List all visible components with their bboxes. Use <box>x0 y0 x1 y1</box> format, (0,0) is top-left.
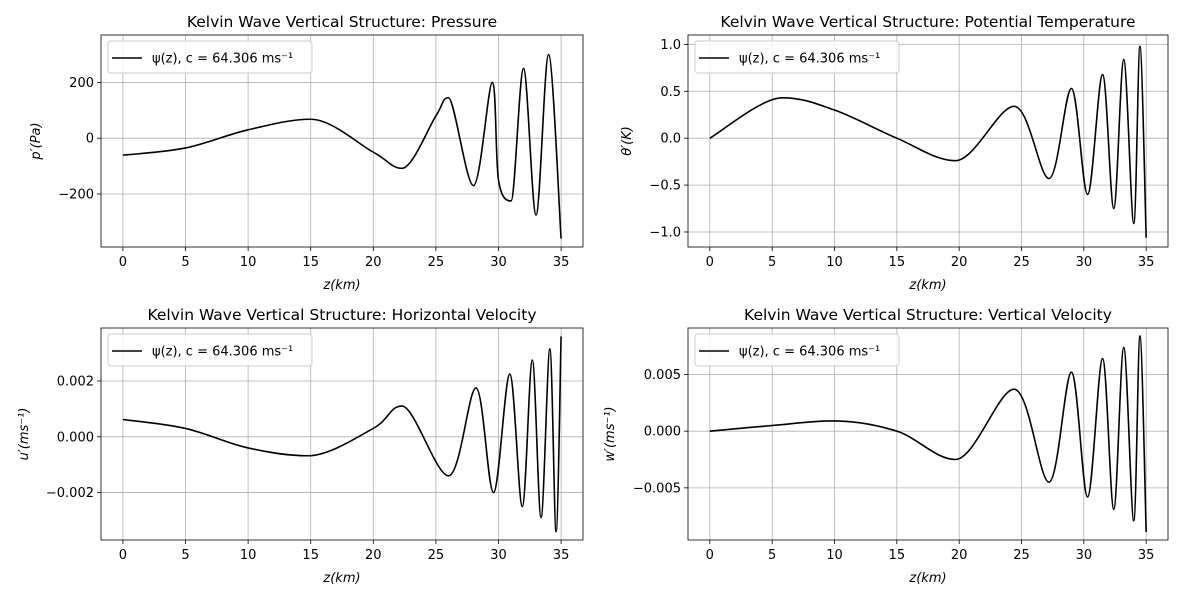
x-tick-label: 5 <box>181 255 189 270</box>
x-tick-label: 25 <box>428 255 445 270</box>
y-tick-label: 1.0 <box>660 38 681 53</box>
x-tick-label: 0 <box>706 255 714 270</box>
legend-entry-label: ψ(z), c = 64.306 ms⁻¹ <box>152 52 293 67</box>
legend: ψ(z), c = 64.306 ms⁻¹ <box>107 40 313 74</box>
subplot-3: 0 5 10 15 20 25 30 35 −0.005 0.000 0.005 Kelvin Wav… <box>603 306 1169 586</box>
series-line-p <box>122 53 562 239</box>
x-axis-label: z(km) <box>322 571 360 586</box>
subplot-2: 0 5 10 15 20 25 30 35 −0.002 0.000 0.002 Kelvin Wav… <box>17 306 584 586</box>
x-tick-label: 10 <box>826 548 843 563</box>
legend-entry-label: ψ(z), c = 64.306 ms⁻¹ <box>152 345 293 360</box>
y-tick-label: 0.0 <box>660 132 681 147</box>
x-tick-label: 15 <box>889 255 906 270</box>
x-tick-label: 0 <box>119 548 127 563</box>
x-tick-label: 10 <box>240 255 257 270</box>
x-tick-label: 20 <box>365 255 382 270</box>
x-tick-label: 5 <box>768 255 776 270</box>
legend: ψ(z), c = 64.306 ms⁻¹ <box>694 40 900 74</box>
x-tick-label: 25 <box>1013 548 1030 563</box>
x-tick-label: 35 <box>553 255 570 270</box>
x-tick-label: 20 <box>365 548 382 563</box>
x-tick-label: 0 <box>119 255 127 270</box>
x-axis-label: z(km) <box>908 571 946 586</box>
y-tick-label: 0.000 <box>57 430 94 445</box>
legend: ψ(z), c = 64.306 ms⁻¹ <box>694 333 900 367</box>
x-tick-label: 15 <box>302 548 319 563</box>
legend-box <box>694 333 900 367</box>
y-tick-label: 0.002 <box>57 375 94 390</box>
x-tick-label: 0 <box>706 548 714 563</box>
y-tick-label: 0.000 <box>644 425 681 440</box>
x-axis-label: z(km) <box>322 278 360 293</box>
y-tick-label: −0.002 <box>46 486 94 501</box>
plot-frame <box>100 327 584 541</box>
x-tick-label: 20 <box>951 548 968 563</box>
legend-box <box>107 40 313 74</box>
chart-title: Kelvin Wave Vertical Structure: Vertical… <box>744 306 1112 324</box>
x-tick-label: 30 <box>1076 255 1093 270</box>
x-tick-label: 15 <box>889 548 906 563</box>
x-tick-label: 35 <box>1138 548 1155 563</box>
plot-frame <box>100 34 584 248</box>
y-tick-label: −1.0 <box>649 225 681 240</box>
x-axis-label: z(km) <box>908 278 946 293</box>
legend-box <box>107 333 313 367</box>
y-tick-label: 0.005 <box>644 368 681 383</box>
y-tick-label: 0.5 <box>660 85 681 100</box>
x-tick-label: 25 <box>428 548 445 563</box>
x-tick-label: 10 <box>240 548 257 563</box>
series-line-theta <box>709 45 1147 238</box>
x-tick-label: 25 <box>1013 255 1030 270</box>
x-tick-label: 5 <box>181 548 189 563</box>
plot-frame <box>687 327 1169 541</box>
x-tick-label: 35 <box>1138 255 1155 270</box>
y-tick-label: −0.5 <box>649 179 681 194</box>
legend-box <box>694 40 900 74</box>
x-tick-label: 35 <box>553 548 570 563</box>
x-tick-label: 15 <box>302 255 319 270</box>
x-tick-label: 30 <box>490 548 507 563</box>
chart-title: Kelvin Wave Vertical Structure: Potentia… <box>720 13 1135 31</box>
y-tick-label: −0.005 <box>633 481 681 496</box>
y-tick-label: −200 <box>58 188 94 203</box>
y-axis-label: p′(Pa) <box>29 122 44 160</box>
x-tick-label: 5 <box>768 548 776 563</box>
x-tick-label: 10 <box>826 255 843 270</box>
x-tick-label: 30 <box>1076 548 1093 563</box>
series-line-w <box>709 335 1147 533</box>
chart-title: Kelvin Wave Vertical Structure: Pressure <box>187 13 497 31</box>
y-axis-label: θ′(K) <box>620 126 635 156</box>
y-tick-label: 200 <box>69 76 94 91</box>
legend: ψ(z), c = 64.306 ms⁻¹ <box>107 333 313 367</box>
series-line-u <box>122 336 562 533</box>
subplot-0: 0 5 10 15 20 25 30 35 −200 0 200 Kelvin Wave Vertic… <box>29 13 584 293</box>
y-axis-label: w′(ms⁻¹) <box>603 406 618 461</box>
y-tick-label: 0 <box>86 132 94 147</box>
legend-entry-label: ψ(z), c = 64.306 ms⁻¹ <box>739 345 880 360</box>
legend-entry-label: ψ(z), c = 64.306 ms⁻¹ <box>739 52 880 67</box>
y-axis-label: u′(ms⁻¹) <box>17 408 32 461</box>
plot-frame <box>687 34 1169 248</box>
x-tick-label: 30 <box>490 255 507 270</box>
subplot-1: 0 5 10 15 20 25 30 35 −1.0 −0.5 0.0 0.5 1.0 Kelvin Wa… <box>620 13 1169 293</box>
chart-title: Kelvin Wave Vertical Structure: Horizont… <box>147 306 536 324</box>
x-tick-label: 20 <box>951 255 968 270</box>
